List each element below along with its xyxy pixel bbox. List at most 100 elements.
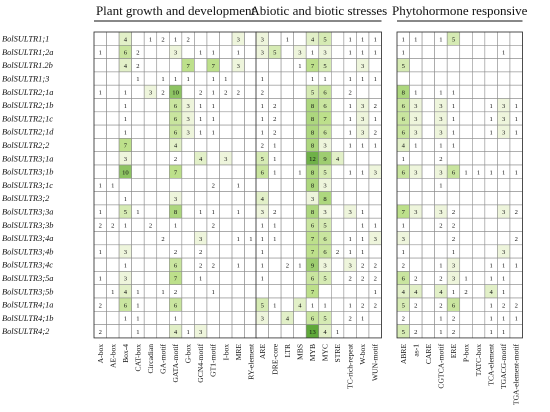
heatmap-cell <box>409 310 423 325</box>
column-label: ARE <box>258 344 267 360</box>
heatmap-cell <box>194 178 208 192</box>
cell-value: 3 <box>502 129 506 136</box>
heatmap-cell <box>293 244 307 259</box>
cell-value: 1 <box>452 90 455 97</box>
heatmap-cell <box>219 124 233 139</box>
heatmap-cell <box>231 98 245 113</box>
heatmap-cell <box>421 204 435 219</box>
cell-value: 1 <box>311 302 314 309</box>
heatmap-cell <box>143 310 158 325</box>
heatmap-cell <box>231 191 245 206</box>
cell-value: 1 <box>286 36 289 43</box>
cell-value: 2 <box>261 90 264 97</box>
heatmap-cell <box>219 164 233 179</box>
heatmap-cell <box>421 111 435 126</box>
cell-value: 1 <box>502 50 505 57</box>
heatmap-cell <box>509 178 523 192</box>
heatmap-cell <box>156 204 170 219</box>
cell-value: 3 <box>261 50 265 57</box>
heatmap-cell <box>356 284 370 299</box>
heatmap-cell <box>156 44 170 59</box>
heatmap-cell <box>368 191 382 206</box>
heatmap-cell <box>219 297 233 312</box>
cell-value: 1 <box>477 169 480 176</box>
heatmap-cell <box>181 164 195 179</box>
heatmap-cell <box>231 151 245 166</box>
heatmap-cell <box>471 178 486 192</box>
cell-value: 4 <box>402 289 406 296</box>
heatmap-cell <box>219 178 233 192</box>
heatmap-cell <box>330 31 345 46</box>
heatmap-cell <box>421 164 435 179</box>
cell-value: 6 <box>402 103 406 110</box>
heatmap-cell <box>143 271 158 285</box>
row-label: BolSULTR4;2 <box>2 327 49 336</box>
cell-value: 1 <box>489 329 492 336</box>
heatmap-cell <box>459 297 473 312</box>
cell-value: 1 <box>111 183 114 190</box>
heatmap-cell <box>471 204 486 219</box>
heatmap-cell <box>181 138 195 152</box>
row-label: BolSULTR2;2 <box>2 141 49 150</box>
cell-value: 7 <box>124 143 128 150</box>
heatmap-cell <box>156 191 170 206</box>
column-label: LTR <box>283 343 292 358</box>
heatmap-cell <box>231 244 245 259</box>
cell-value: 7 <box>323 116 327 123</box>
heatmap-cell <box>343 178 357 192</box>
heatmap-cell <box>231 217 245 232</box>
cell-value: 1 <box>261 76 264 83</box>
heatmap-cell <box>471 217 486 232</box>
heatmap-cell <box>421 231 435 246</box>
column-label: ERE <box>449 344 458 359</box>
heatmap-cell <box>219 44 233 59</box>
cell-value: 1 <box>502 262 505 269</box>
heatmap-cell <box>471 138 486 152</box>
cell-value: 1 <box>374 289 377 296</box>
heatmap-cell <box>194 58 208 73</box>
heatmap-cell <box>471 324 486 339</box>
cell-value: 3 <box>348 209 352 216</box>
cell-value: 1 <box>149 36 152 43</box>
heatmap-cell <box>409 44 423 59</box>
cell-value: 2 <box>199 262 202 269</box>
cell-value: 1 <box>452 116 455 123</box>
heatmap-cell <box>169 178 183 192</box>
heatmap-cell <box>343 324 357 339</box>
heatmap-cell <box>181 151 195 166</box>
cell-value: 3 <box>323 143 327 150</box>
heatmap-cell <box>244 124 258 139</box>
cell-value: 4 <box>124 36 128 43</box>
heatmap-cell <box>471 191 486 206</box>
heatmap-cell <box>280 231 294 246</box>
cell-value: 1 <box>261 276 264 283</box>
heatmap-cell <box>206 164 220 179</box>
cell-value: 2 <box>136 63 139 70</box>
cell-value: 2 <box>402 262 405 269</box>
heatmap-cell <box>446 191 461 206</box>
cell-value: 6 <box>174 129 178 136</box>
cell-value: 1 <box>261 129 264 136</box>
cell-value: 5 <box>323 63 327 70</box>
heatmap-cell <box>231 138 245 152</box>
cell-value: 5 <box>323 276 327 283</box>
heatmap-cell <box>280 44 294 59</box>
heatmap-cell <box>156 297 170 312</box>
heatmap-cell <box>156 138 170 152</box>
heatmap-cell <box>421 297 435 312</box>
cell-value: 1 <box>489 302 492 309</box>
cell-value: 2 <box>515 302 518 309</box>
cell-value: 6 <box>402 276 406 283</box>
heatmap-cell <box>330 257 345 272</box>
heatmap-cell <box>93 124 107 139</box>
cell-value: 2 <box>515 209 518 216</box>
cell-value: 3 <box>439 116 443 123</box>
heatmap-cell <box>330 217 345 232</box>
column-label: Box-4 <box>121 344 130 363</box>
cell-value: 1 <box>414 36 417 43</box>
heatmap-cell <box>244 44 258 59</box>
cell-value: 1 <box>273 302 276 309</box>
cell-value: 1 <box>502 316 505 323</box>
heatmap-cell <box>497 84 511 99</box>
